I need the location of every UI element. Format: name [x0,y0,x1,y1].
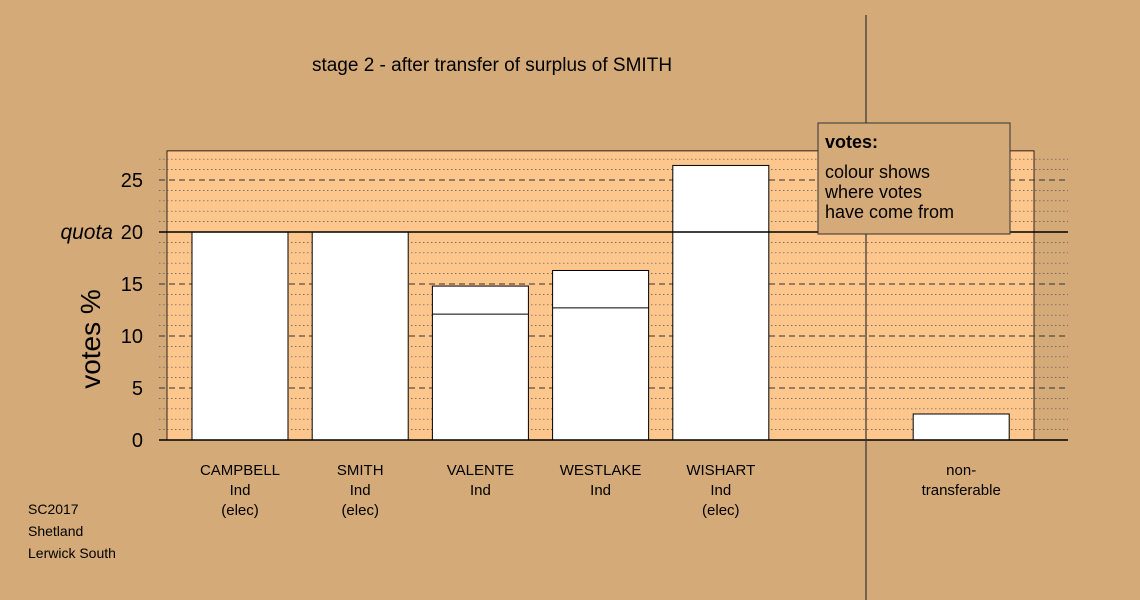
y-tick-label: 10 [121,326,143,348]
category-label-line: (elec) [221,502,259,519]
category-label-line: WISHART [686,462,755,479]
category-label: VALENTE Ind [447,462,514,499]
category-label-line: SMITH [337,462,384,479]
footer-line: Lerwick South [28,545,116,561]
y-tick-label: 0 [132,430,143,452]
category-label-line: Ind [470,482,491,499]
y-axis-label: votes % [75,289,106,389]
bar [912,413,1010,441]
category-label-line: (elec) [341,502,379,519]
category-label-line: CAMPBELL [200,462,280,479]
category-label: CAMPBELL Ind (elec) [200,462,280,519]
category-label: SMITH Ind (elec) [337,462,384,519]
quota-label: quota [60,221,113,244]
chart-title: stage 2 - after transfer of surplus of S… [312,55,672,76]
category-label-line: Ind [230,482,251,499]
legend-text: where votes [824,182,922,202]
footer-line: SC2017 [28,501,79,517]
category-label: non-transferable [922,462,1001,499]
bar [191,231,289,441]
category-label: WISHART Ind (elec) [686,462,755,519]
category-label: WESTLAKE Ind [560,462,642,499]
category-label-line: Ind [590,482,611,499]
category-label-line: transferable [922,482,1001,499]
bar [672,164,770,441]
y-tick-label: 5 [132,378,143,400]
bar [431,285,529,441]
category-label-line: Ind [350,482,371,499]
bar [552,269,650,441]
footer-line: Shetland [28,523,83,539]
category-label-line: Ind [710,482,731,499]
bar [311,231,409,441]
legend-text: colour shows [825,162,930,182]
y-tick-label: 25 [121,170,143,192]
category-label-line: VALENTE [447,462,514,479]
legend-title: votes: [825,132,878,152]
category-label-line: non- [946,462,976,479]
legend-box [817,122,1011,235]
y-tick-label: 20 [121,222,143,244]
category-label-line: WESTLAKE [560,462,642,479]
y-tick-label: 15 [121,274,143,296]
category-label-line: (elec) [702,502,740,519]
legend-text: have come from [825,202,954,222]
